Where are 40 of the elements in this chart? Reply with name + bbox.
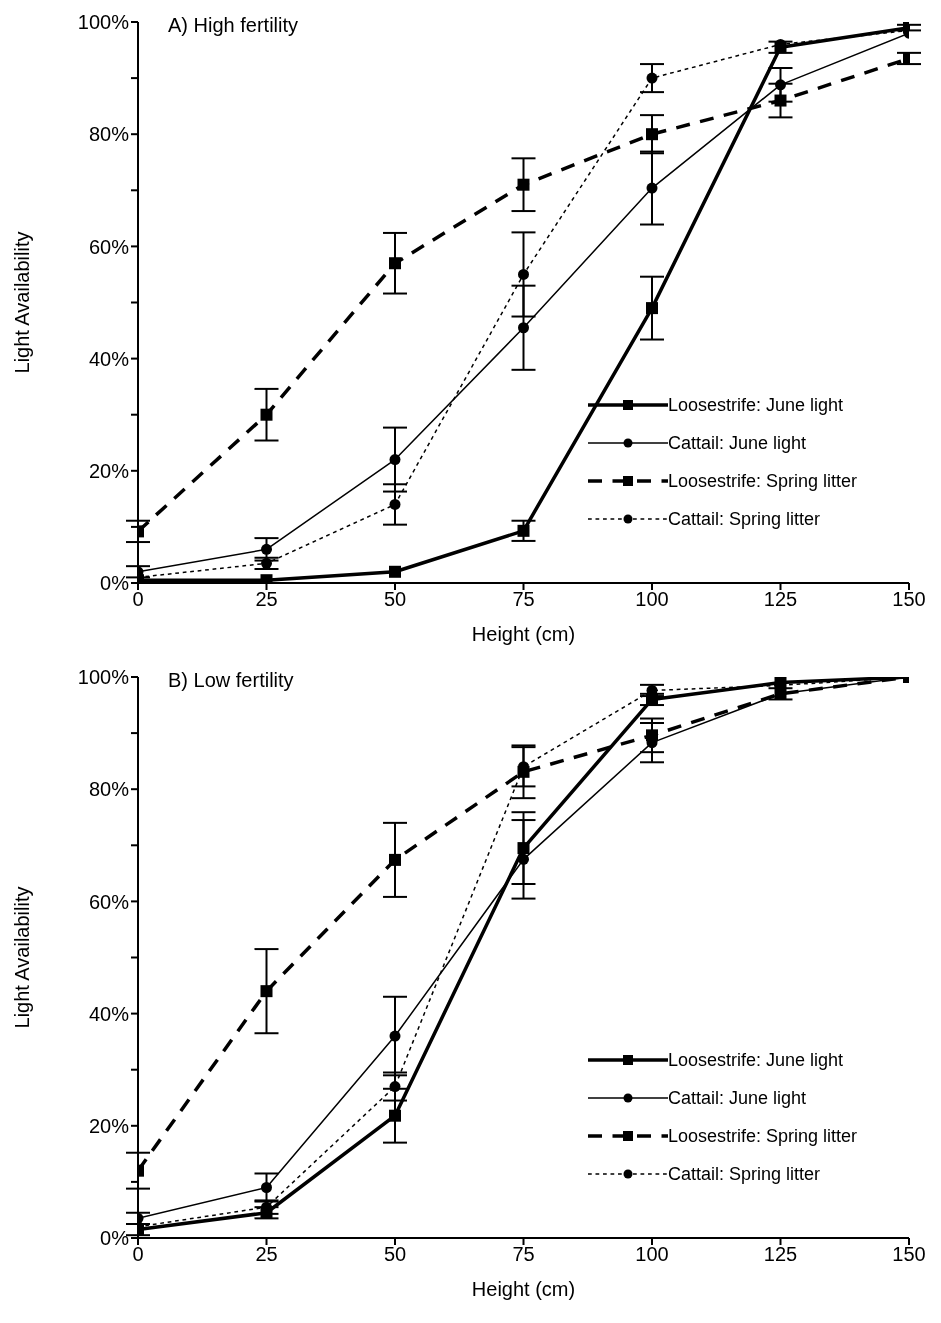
y-tick-label: 80% <box>88 123 130 146</box>
x-tick-label: 75 <box>512 588 535 611</box>
y-tick-label: 100% <box>77 11 130 34</box>
legend-label: Cattail: June light <box>668 1087 807 1109</box>
legend-label: Cattail: Spring litter <box>668 508 821 530</box>
legend-label: Cattail: June light <box>668 432 807 454</box>
x-tick-label: 100 <box>635 588 669 611</box>
x-tick-label: 0 <box>132 1243 144 1266</box>
y-tick-label: 20% <box>88 1114 130 1137</box>
x-tick-label: 0 <box>132 588 144 611</box>
legend-label: Loosestrife: Spring litter <box>668 1125 858 1147</box>
chart-title: A) High fertility <box>168 14 299 37</box>
x-tick-label: 75 <box>512 1243 535 1266</box>
y-tick-label: 40% <box>88 347 130 370</box>
y-tick-label: 40% <box>88 1002 130 1025</box>
x-tick-label: 125 <box>763 1243 798 1266</box>
x-tick-label: 50 <box>383 588 407 611</box>
y-tick-label: 100% <box>77 666 130 689</box>
legend-label: Loosestrife: June light <box>668 1049 844 1071</box>
legend-label: Cattail: Spring litter <box>668 1163 821 1185</box>
x-tick-label: 100 <box>635 1243 669 1266</box>
x-tick-label: 25 <box>255 1243 278 1266</box>
x-axis-title: Height (cm) <box>471 1278 576 1300</box>
legend-label: Loosestrife: June light <box>668 394 844 416</box>
x-axis-title: Height (cm) <box>471 623 576 645</box>
legend-label: Loosestrife: Spring litter <box>668 470 858 492</box>
y-tick-label: 60% <box>88 890 130 913</box>
chart-title: B) Low fertility <box>168 669 294 692</box>
x-tick-label: 50 <box>383 1243 407 1266</box>
x-tick-label: 150 <box>892 1243 926 1266</box>
x-tick-label: 150 <box>892 588 926 611</box>
y-axis-title: Light Availability <box>11 886 34 1029</box>
y-axis-title: Light Availability <box>11 231 34 374</box>
y-tick-label: 0% <box>100 1227 130 1250</box>
x-tick-label: 125 <box>763 588 798 611</box>
x-tick-label: 25 <box>255 588 278 611</box>
y-tick-label: 80% <box>88 778 130 801</box>
y-tick-label: 20% <box>88 459 130 482</box>
y-tick-label: 0% <box>100 572 130 595</box>
y-tick-label: 60% <box>88 235 130 258</box>
